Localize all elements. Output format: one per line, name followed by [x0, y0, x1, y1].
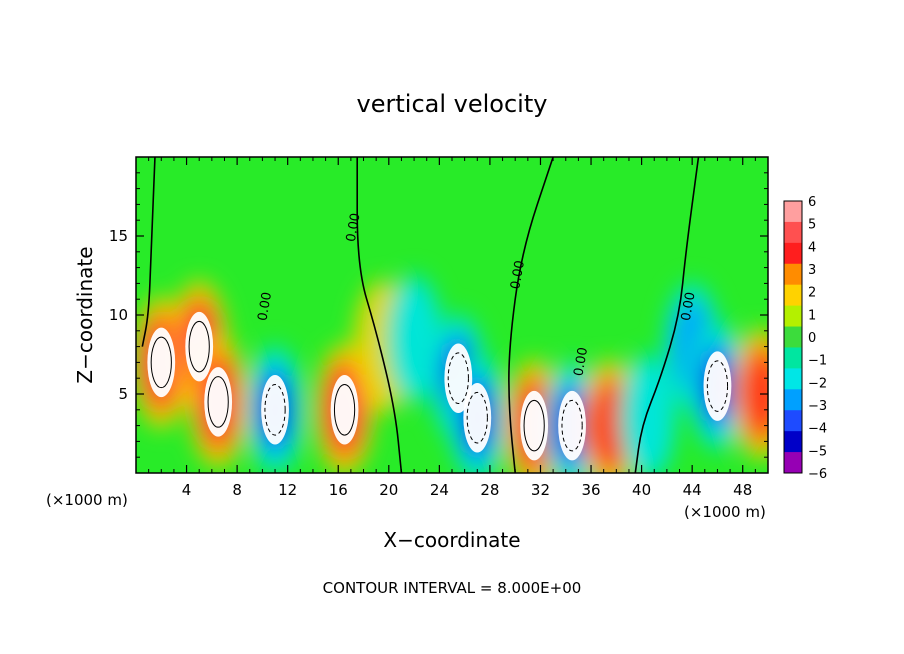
- colorbar-label-11: −5: [808, 444, 827, 459]
- x-tick-label-1: 8: [232, 481, 242, 499]
- x-unit-left: (×1000 m): [46, 491, 128, 509]
- zero-contour-line-1: [356, 157, 403, 473]
- colorbar-swatch-1: [784, 221, 802, 244]
- x-tick-label-3: 16: [329, 481, 348, 499]
- field-cell-core-contour-3: [264, 384, 286, 436]
- field-cell-core-contour-8: [466, 391, 488, 444]
- colorbar-label-10: −4: [808, 422, 827, 437]
- colorbar-label-0: 6: [808, 195, 816, 210]
- colorbar-label-3: 3: [808, 263, 816, 278]
- colorbar-swatch-12: [784, 452, 802, 474]
- zero-contour-line-0: [141, 157, 156, 347]
- contour-label-3: 0.00: [571, 346, 591, 377]
- colorbar-swatch-7: [784, 347, 802, 369]
- zero-contour-line-3: [634, 157, 700, 473]
- x-axis-ticks: 4 8 12 16 20 24 28 32 36 40 44 48: [148, 157, 756, 499]
- colorbar-swatch-8: [784, 368, 802, 390]
- colorbar-swatch-6: [784, 326, 802, 348]
- y-tick-label-1: 10: [109, 306, 128, 324]
- colorbar: 6 5 4 3 2 1 0 −1 −2 −3 −4 −5 −6: [783, 195, 827, 482]
- colorbar-frame: [783, 200, 803, 474]
- contour-label-4: 0.00: [679, 291, 699, 322]
- field-cell-core-contour-10: [561, 399, 583, 452]
- x-tick-label-10: 44: [683, 481, 702, 499]
- field-cell-core-contour-1: [188, 320, 210, 373]
- colorbar-swatch-4: [784, 284, 802, 307]
- zero-contours: [141, 157, 700, 473]
- field-cell-6-level-1: [389, 282, 439, 396]
- contour-label-2: 0.00: [508, 259, 528, 290]
- plot-area: 0.000.000.000.000.00 4 8 12 16 20 24 28 32 36 40 4…: [109, 156, 769, 499]
- x-tick-label-4: 20: [379, 481, 398, 499]
- field-cell-core-contour-0: [150, 336, 172, 389]
- y-axis-label: Z−coordinate: [73, 246, 97, 383]
- field-cell-12-level-1: [623, 361, 673, 473]
- colorbar-swatch-3: [784, 263, 802, 286]
- colorbar-swatch-5: [784, 305, 802, 328]
- contour-interval-note: CONTOUR INTERVAL = 8.000E+00: [323, 579, 582, 597]
- contour-labels: 0.00 0.00 0.00 0.00 0.00: [255, 212, 698, 377]
- chart-title: vertical velocity: [357, 90, 548, 118]
- field-cell-15-level-2: [742, 351, 768, 437]
- colorbar-label-9: −3: [808, 399, 827, 414]
- x-tick-label-8: 36: [581, 481, 600, 499]
- velocity-cores: [147, 311, 732, 461]
- x-tick-label-9: 40: [632, 481, 651, 499]
- field-cell-core-contour-7: [447, 352, 469, 404]
- colorbar-label-6: 0: [808, 331, 816, 346]
- y-tick-label-2: 15: [109, 227, 128, 245]
- field-cell-11-level-2: [591, 382, 629, 469]
- x-tick-label-2: 12: [278, 481, 297, 499]
- y-tick-label-0: 5: [118, 385, 128, 403]
- field-cell-core-contour-9: [523, 399, 545, 452]
- colorbar-swatch-11: [784, 431, 802, 453]
- x-tick-label-7: 32: [531, 481, 550, 499]
- y-axis-ticks: 5 10 15: [109, 172, 768, 458]
- x-axis-label: X−coordinate: [383, 528, 520, 552]
- x-tick-label-0: 4: [182, 481, 192, 499]
- field-cell-core-contour-2: [207, 376, 229, 428]
- colorbar-label-1: 5: [808, 218, 816, 233]
- contour-label-1: 0.00: [255, 291, 275, 322]
- contour-label-0: 0.00: [344, 212, 364, 243]
- colorbar-swatch-9: [784, 389, 802, 411]
- colorbar-swatch-2: [784, 242, 802, 265]
- colorbar-label-12: −6: [808, 467, 827, 482]
- x-tick-label-11: 48: [733, 481, 752, 499]
- colorbar-label-2: 4: [808, 240, 816, 255]
- x-unit-right: (×1000 m): [684, 503, 766, 521]
- zero-contour-line-2: [508, 157, 554, 473]
- x-tick-label-5: 24: [430, 481, 449, 499]
- colorbar-swatch-0: [784, 201, 802, 223]
- x-tick-label-6: 28: [480, 481, 499, 499]
- colorbar-label-4: 2: [808, 286, 816, 301]
- field-cell-core-contour-14: [706, 360, 729, 412]
- colorbar-label-8: −2: [808, 376, 827, 391]
- colorbar-label-5: 1: [808, 308, 816, 323]
- field-cell-core-contour-4: [333, 384, 356, 436]
- colorbar-label-7: −1: [808, 354, 827, 369]
- colorbar-swatch-10: [784, 410, 802, 432]
